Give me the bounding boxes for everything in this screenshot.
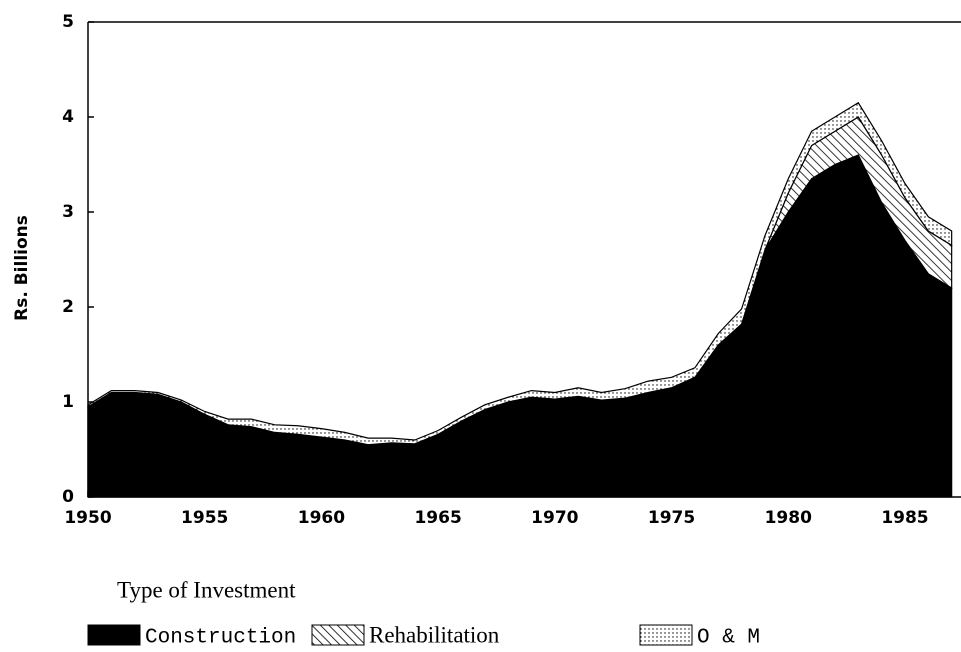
y-tick-label: 5	[62, 12, 74, 32]
legend-label: O & M	[697, 627, 760, 650]
x-tick-label: 1950	[64, 508, 111, 528]
y-tick-label: 4	[62, 107, 74, 127]
legend-label: Construction	[145, 627, 296, 650]
x-tick-label: 1975	[648, 508, 695, 528]
x-tick-label: 1965	[414, 508, 461, 528]
legend-swatch	[87, 624, 141, 646]
x-tick-label: 1955	[181, 508, 228, 528]
y-tick-label: 2	[62, 297, 74, 317]
x-tick-label: 1980	[765, 508, 812, 528]
x-tick-label: 1960	[298, 508, 345, 528]
x-tick-label: 1985	[881, 508, 928, 528]
x-tick-label: 1970	[531, 508, 578, 528]
legend-label: Rehabilitation	[369, 622, 500, 647]
legend-title: Type of Investment	[117, 577, 296, 602]
area	[87, 154, 953, 498]
y-tick-label: 1	[62, 392, 74, 412]
y-axis-label: Rs. Billions	[12, 215, 32, 321]
y-tick-label: 3	[62, 202, 74, 222]
legend-swatch	[311, 624, 365, 646]
y-tick-label: 0	[62, 487, 74, 507]
legend-swatch	[639, 624, 693, 646]
area	[87, 101, 953, 446]
